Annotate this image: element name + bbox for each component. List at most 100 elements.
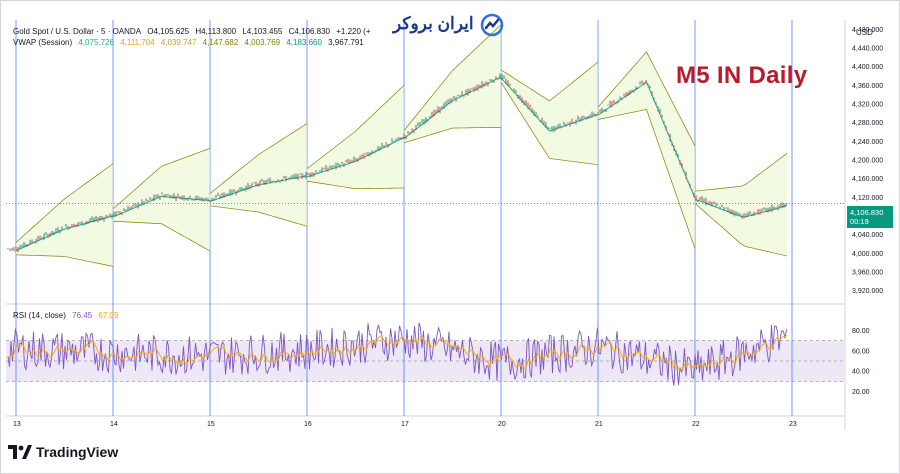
candle-body bbox=[573, 122, 575, 124]
candle-body bbox=[559, 124, 561, 128]
candle-body bbox=[577, 117, 579, 119]
candle-body bbox=[309, 172, 311, 176]
candle-body bbox=[647, 84, 649, 86]
candle-body bbox=[123, 210, 125, 211]
candle-body bbox=[583, 115, 585, 117]
candle-body bbox=[141, 201, 143, 203]
candle-body bbox=[19, 247, 21, 249]
candle-body bbox=[549, 128, 551, 129]
candle-body bbox=[293, 176, 295, 177]
candle-body bbox=[157, 194, 159, 198]
vwap-lower-band bbox=[500, 81, 599, 166]
candle-body bbox=[503, 77, 505, 79]
candle-body bbox=[739, 213, 741, 215]
candle-body bbox=[271, 181, 273, 182]
candle-body bbox=[725, 207, 727, 209]
candle-body bbox=[121, 212, 123, 214]
candle-body bbox=[677, 154, 679, 156]
candle-body bbox=[783, 204, 785, 206]
candle-body bbox=[303, 176, 305, 178]
candle-body bbox=[209, 200, 211, 201]
candle-body bbox=[15, 247, 17, 251]
candle-body bbox=[265, 181, 267, 183]
candle-body bbox=[485, 83, 487, 85]
candle-body bbox=[547, 127, 549, 130]
candle-body bbox=[465, 91, 467, 94]
candle-body bbox=[205, 197, 207, 199]
candle-body bbox=[395, 139, 397, 141]
candle-body bbox=[631, 90, 633, 92]
candle-body bbox=[317, 172, 319, 174]
candle-body bbox=[191, 199, 193, 201]
candle-body bbox=[207, 199, 209, 202]
candle-body bbox=[569, 121, 571, 125]
candle-body bbox=[107, 216, 109, 218]
candle-body bbox=[319, 171, 321, 173]
candle-body bbox=[733, 212, 735, 215]
price-tick-label: 4,240.000 bbox=[852, 139, 883, 146]
vwap-upper-band bbox=[112, 148, 211, 210]
candle-body bbox=[237, 189, 239, 193]
vwap-lower-band bbox=[15, 254, 114, 267]
candle-body bbox=[383, 145, 385, 146]
candle-body bbox=[381, 145, 383, 148]
candle-body bbox=[99, 217, 101, 219]
candle-body bbox=[347, 160, 349, 163]
candle-body bbox=[253, 182, 255, 184]
time-tick-label: 15 bbox=[207, 421, 215, 428]
vwap-band-fill bbox=[307, 85, 404, 189]
candle-body bbox=[193, 198, 195, 200]
candle-body bbox=[623, 95, 625, 96]
candle-body bbox=[493, 80, 495, 82]
candle-body bbox=[289, 177, 291, 178]
candle-body bbox=[101, 217, 103, 219]
candle-body bbox=[607, 104, 609, 106]
candle-body bbox=[389, 144, 391, 145]
rsi-tick-label: 20.00 bbox=[852, 389, 870, 396]
candle-body bbox=[705, 200, 707, 204]
vwap-band-fill bbox=[210, 123, 307, 227]
candle-body bbox=[33, 242, 35, 243]
candle-body bbox=[291, 175, 293, 177]
vwap-upper-band bbox=[306, 85, 405, 170]
candle-body bbox=[315, 171, 317, 173]
candle-body bbox=[553, 126, 555, 131]
rsi-label: RSI (14, close) bbox=[13, 311, 66, 320]
last-price-value: 4,106.830 bbox=[850, 208, 884, 217]
candle-body bbox=[651, 92, 653, 95]
price-tick-label: 4,120.000 bbox=[852, 195, 883, 202]
candle-body bbox=[163, 195, 165, 197]
candle-body bbox=[247, 184, 249, 188]
vwap-upper-2: 4,147.682 bbox=[202, 38, 239, 47]
candle-body bbox=[691, 190, 693, 192]
candle-body bbox=[327, 168, 329, 171]
candle-body bbox=[353, 158, 355, 161]
candle-body bbox=[557, 124, 559, 128]
candle-body bbox=[105, 216, 107, 219]
tradingview-logo-icon bbox=[8, 445, 32, 459]
candle-body bbox=[579, 119, 581, 122]
candle-body bbox=[773, 206, 775, 210]
candle-body bbox=[143, 201, 145, 204]
candle-body bbox=[515, 91, 517, 92]
brand-logo-icon bbox=[480, 13, 504, 37]
candle-body bbox=[679, 160, 681, 164]
candle-body bbox=[75, 224, 77, 226]
price-tick-label: 4,440.000 bbox=[852, 46, 883, 53]
time-tick-label: 14 bbox=[110, 421, 118, 428]
candle-body bbox=[211, 197, 213, 200]
candle-body bbox=[435, 110, 437, 112]
candle-body bbox=[231, 190, 233, 194]
candle-body bbox=[731, 211, 733, 213]
candle-body bbox=[627, 93, 629, 94]
currency-label[interactable]: USD bbox=[856, 28, 873, 37]
symbol-label: Gold Spot / U.S. Dollar · 5 · OANDA bbox=[13, 27, 142, 36]
tradingview-footer[interactable]: TradingView bbox=[8, 444, 118, 460]
candle-body bbox=[331, 167, 333, 168]
candle-body bbox=[423, 120, 425, 124]
price-tick-label: 4,480.000 bbox=[852, 27, 883, 34]
vwap-band-fill bbox=[695, 153, 787, 257]
candle-body bbox=[491, 81, 493, 82]
candle-body bbox=[429, 117, 431, 119]
